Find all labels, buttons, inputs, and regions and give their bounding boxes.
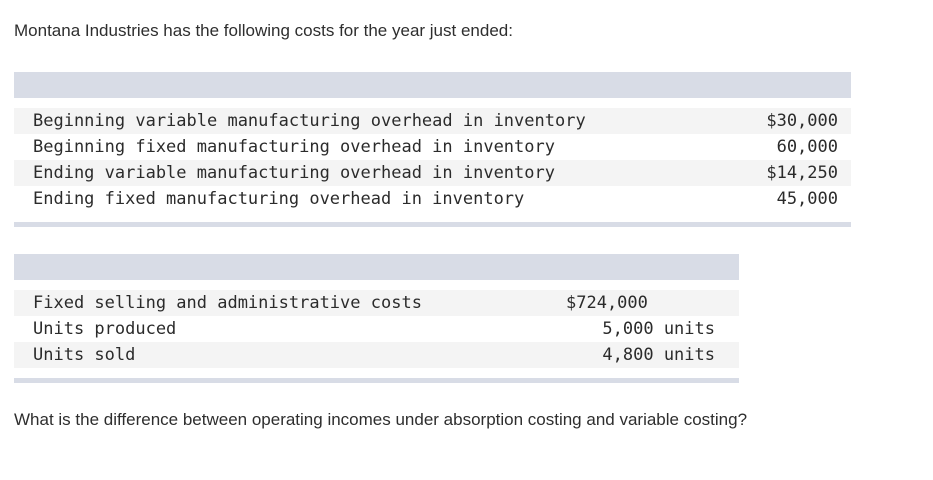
intro-text: Montana Industries has the following cos…: [14, 21, 513, 40]
table-row: Beginning variable manufacturing overhea…: [14, 108, 851, 134]
row-value: 4,800 units: [602, 345, 715, 365]
overhead-inventory-table: Beginning variable manufacturing overhea…: [14, 72, 851, 227]
table-row: Fixed selling and administrative costs $…: [14, 290, 739, 316]
row-value: 45,000: [776, 189, 838, 209]
table-header-band: [14, 254, 739, 280]
row-label: Beginning variable manufacturing overhea…: [33, 111, 586, 131]
row-value: $724,000: [566, 293, 648, 313]
table-row: Units sold 4,800 units: [14, 342, 739, 368]
row-label: Ending fixed manufacturing overhead in i…: [33, 189, 525, 209]
row-label: Ending variable manufacturing overhead i…: [33, 163, 555, 183]
table-row: Units produced 5,000 units: [14, 316, 739, 342]
row-value: $30,000: [766, 111, 838, 131]
row-label: Units sold: [33, 345, 136, 365]
selling-units-table: Fixed selling and administrative costs $…: [14, 254, 739, 383]
table-footer-band: [14, 378, 739, 383]
row-value: $14,250: [766, 163, 838, 183]
table-row: Beginning fixed manufacturing overhead i…: [14, 134, 851, 160]
table-footer-band: [14, 222, 851, 227]
table-row: Ending variable manufacturing overhead i…: [14, 160, 851, 186]
row-label: Fixed selling and administrative costs: [33, 293, 422, 313]
table-row: Ending fixed manufacturing overhead in i…: [14, 186, 851, 212]
row-label: Beginning fixed manufacturing overhead i…: [33, 137, 555, 157]
row-label: Units produced: [33, 319, 177, 339]
question-text: What is the difference between operating…: [14, 410, 748, 429]
table-header-band: [14, 72, 851, 98]
row-value: 60,000: [776, 137, 838, 157]
row-value: 5,000 units: [602, 319, 715, 339]
